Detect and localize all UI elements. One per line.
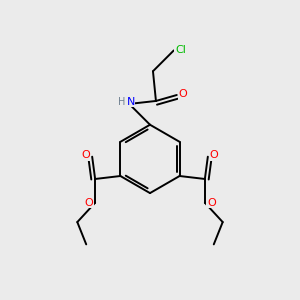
Text: O: O xyxy=(207,198,216,208)
Text: Cl: Cl xyxy=(175,44,186,55)
Text: O: O xyxy=(84,198,93,208)
Text: O: O xyxy=(209,150,218,160)
Text: N: N xyxy=(127,97,135,107)
Text: O: O xyxy=(178,89,187,99)
Text: O: O xyxy=(82,150,91,160)
Text: H: H xyxy=(118,98,125,107)
